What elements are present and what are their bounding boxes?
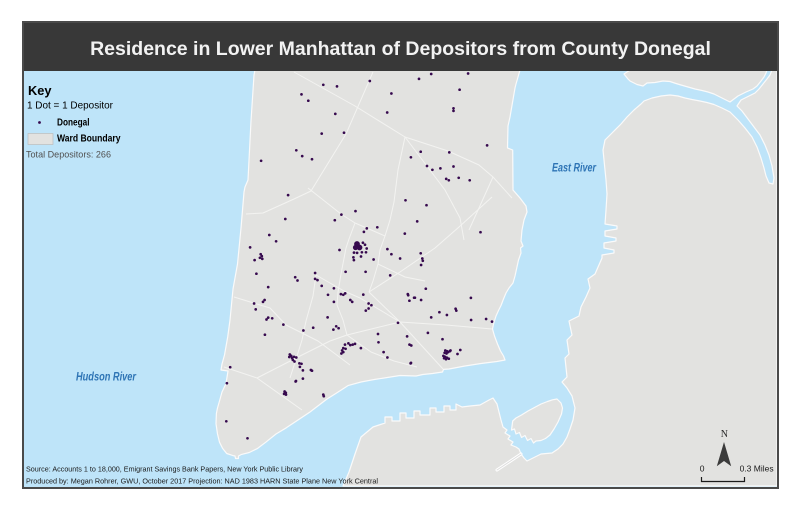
svg-text:0.3 Miles: 0.3 Miles bbox=[740, 464, 774, 474]
svg-text:Total Depositors: 266: Total Depositors: 266 bbox=[26, 150, 111, 161]
svg-text:Ward Boundary: Ward Boundary bbox=[57, 134, 121, 145]
svg-text:1 Dot = 1 Depositor: 1 Dot = 1 Depositor bbox=[27, 100, 113, 112]
svg-text:East River: East River bbox=[552, 163, 596, 175]
svg-text:Hudson River: Hudson River bbox=[76, 372, 136, 384]
svg-text:Produced by: Megan Rohrer, GWU: Produced by: Megan Rohrer, GWU, October … bbox=[26, 477, 378, 486]
svg-text:Source: Accounts 1 to 18,000,: Source: Accounts 1 to 18,000, Emigrant S… bbox=[26, 465, 303, 474]
svg-text:Key: Key bbox=[28, 83, 52, 98]
svg-text:N: N bbox=[721, 429, 728, 440]
svg-text:0: 0 bbox=[700, 464, 705, 474]
svg-text:Donegal: Donegal bbox=[57, 118, 90, 129]
